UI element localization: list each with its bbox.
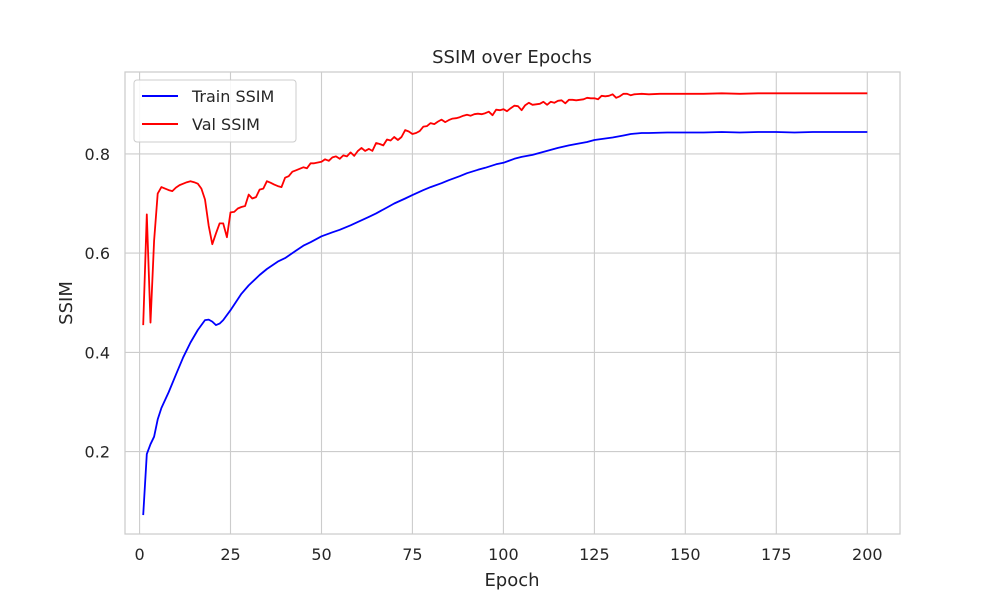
x-axis-label: Epoch <box>484 570 539 591</box>
x-tick-label: 150 <box>670 545 701 564</box>
gridlines <box>125 72 900 534</box>
plot-area <box>125 72 900 534</box>
y-tick-label: 0.2 <box>85 443 110 462</box>
x-tick-label: 50 <box>311 545 331 564</box>
x-tick-label: 200 <box>852 545 883 564</box>
chart-title: SSIM over Epochs <box>432 47 592 68</box>
x-tick-label: 100 <box>488 545 519 564</box>
legend-label-val: Val SSIM <box>192 115 260 134</box>
y-tick-label: 0.4 <box>85 343 110 362</box>
y-tick-label: 0.6 <box>85 244 110 263</box>
axis-ticks: 0 25 50 75 100 125 150 175 200 0.2 0.4 0.6 0.8 <box>85 145 883 564</box>
legend: Train SSIM Val SSIM <box>133 79 297 143</box>
y-tick-label: 0.8 <box>85 145 110 164</box>
x-tick-label: 75 <box>402 545 422 564</box>
x-tick-label: 25 <box>220 545 240 564</box>
x-tick-label: 125 <box>579 545 610 564</box>
train-ssim-line <box>142 131 868 516</box>
plot-frame <box>124 71 901 535</box>
y-axis-label: SSIM <box>56 281 77 325</box>
series-lines <box>142 92 868 516</box>
x-tick-label: 175 <box>761 545 792 564</box>
x-tick-label: 0 <box>135 545 145 564</box>
legend-label-train: Train SSIM <box>191 87 274 106</box>
val-ssim-line <box>142 92 868 326</box>
